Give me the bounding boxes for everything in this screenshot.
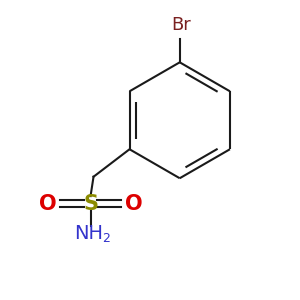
Text: O: O <box>39 194 56 214</box>
Text: Br: Br <box>171 16 191 34</box>
Text: O: O <box>125 194 142 214</box>
Text: NH: NH <box>75 224 104 243</box>
Text: S: S <box>83 194 98 214</box>
Text: 2: 2 <box>102 232 110 245</box>
